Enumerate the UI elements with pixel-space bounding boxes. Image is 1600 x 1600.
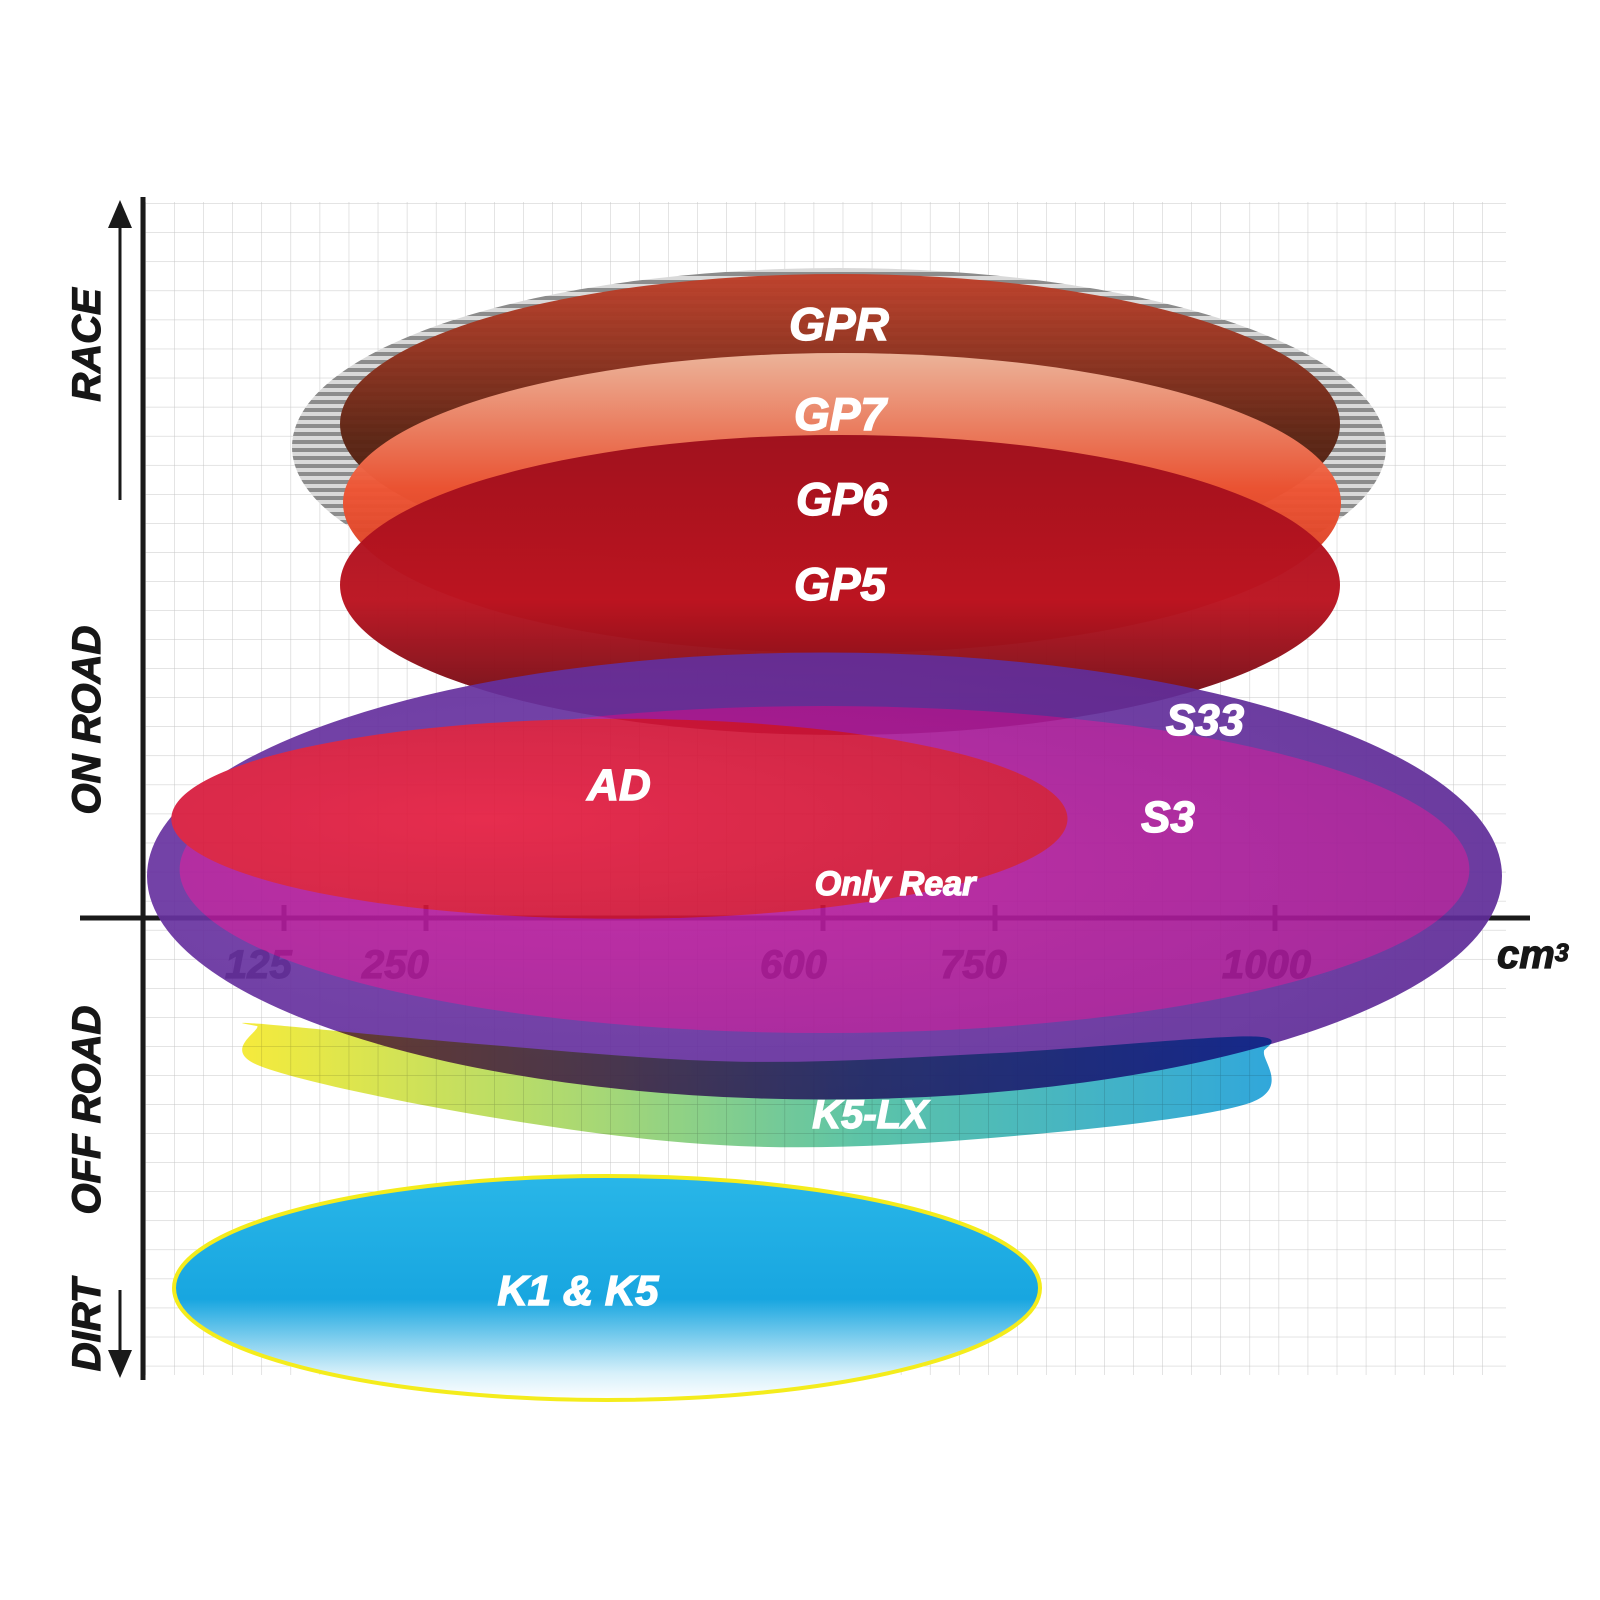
svg-text:RACE: RACE <box>65 287 109 402</box>
svg-text:GPR: GPR <box>789 298 889 350</box>
svg-text:DIRT: DIRT <box>65 1275 109 1371</box>
svg-text:S33: S33 <box>1166 696 1244 745</box>
svg-text:K1 & K5: K1 & K5 <box>497 1267 659 1314</box>
svg-text:K5-LX: K5-LX <box>812 1093 930 1137</box>
svg-text:Only Rear: Only Rear <box>815 865 977 903</box>
svg-text:GP7: GP7 <box>794 388 888 440</box>
svg-text:GP6: GP6 <box>796 473 888 525</box>
svg-text:ON ROAD: ON ROAD <box>65 626 109 815</box>
svg-text:S3: S3 <box>1141 793 1195 842</box>
svg-text:AD: AD <box>586 761 651 810</box>
svg-text:OFF ROAD: OFF ROAD <box>65 1006 109 1215</box>
svg-text:GP5: GP5 <box>794 558 887 610</box>
